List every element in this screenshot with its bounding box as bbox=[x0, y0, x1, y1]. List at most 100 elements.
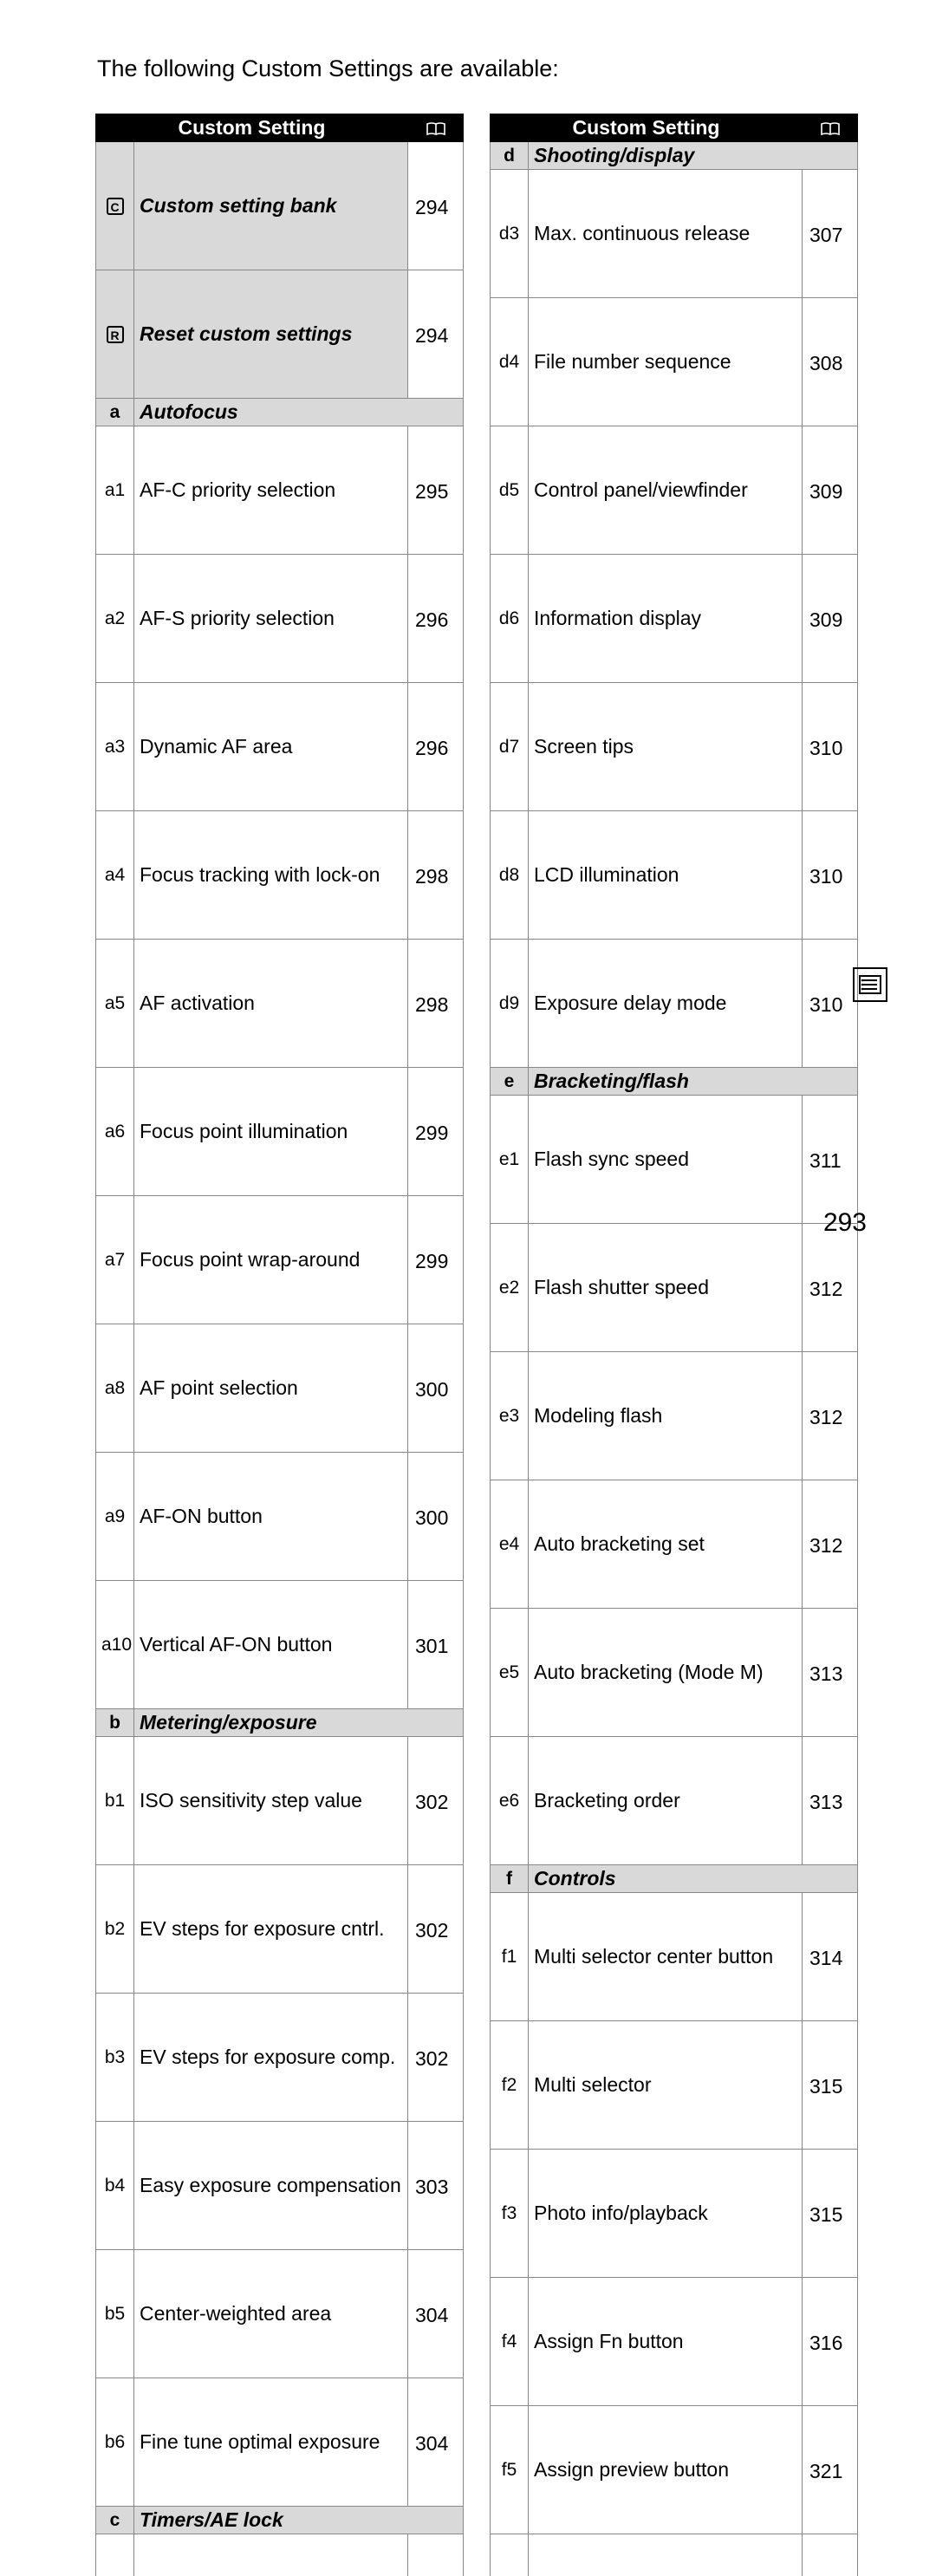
setting-code: f2 bbox=[491, 2021, 529, 2150]
setting-page: 302 bbox=[408, 1737, 464, 1865]
book-icon bbox=[426, 122, 445, 136]
col-header-page-icon bbox=[803, 114, 858, 142]
table-row: b6Fine tune optimal exposure304 bbox=[96, 2378, 464, 2507]
table-row: bMetering/exposure bbox=[96, 1709, 464, 1737]
setting-page: 309 bbox=[803, 555, 858, 683]
table-row: d6Information display309 bbox=[491, 555, 858, 683]
section-name: Autofocus bbox=[134, 399, 464, 426]
section-name: Shooting/display bbox=[529, 142, 858, 170]
setting-code: b3 bbox=[96, 1994, 134, 2122]
setting-code: a6 bbox=[96, 1068, 134, 1196]
setting-name: Modeling flash bbox=[529, 1352, 803, 1480]
setting-code: f6 bbox=[491, 2534, 529, 2576]
setting-page: 315 bbox=[803, 2150, 858, 2278]
section-code: a bbox=[96, 399, 134, 426]
setting-code: a3 bbox=[96, 683, 134, 811]
table-row: f6Assign AE-L/AF-L button321 bbox=[491, 2534, 858, 2576]
setting-name: AF activation bbox=[134, 940, 408, 1068]
c-square-icon: C bbox=[107, 198, 124, 215]
table-row: e5Auto bracketing (Mode M)313 bbox=[491, 1609, 858, 1737]
setting-name: Multi selector center button bbox=[529, 1893, 803, 2021]
table-row: a8AF point selection300 bbox=[96, 1324, 464, 1453]
setting-code: a5 bbox=[96, 940, 134, 1068]
section-name: Controls bbox=[529, 1865, 858, 1893]
setting-page: 296 bbox=[408, 555, 464, 683]
setting-page: 302 bbox=[408, 1865, 464, 1994]
setting-name: Multi selector bbox=[529, 2021, 803, 2150]
setting-name: Flash sync speed bbox=[529, 1096, 803, 1224]
setting-code: a8 bbox=[96, 1324, 134, 1453]
intro-text: The following Custom Settings are availa… bbox=[97, 55, 858, 82]
table-row: c1Shutter-release button AE-L305 bbox=[96, 2534, 464, 2576]
table-row: a10Vertical AF-ON button301 bbox=[96, 1581, 464, 1709]
setting-name: EV steps for exposure comp. bbox=[134, 1994, 408, 2122]
setting-name: Exposure delay mode bbox=[529, 940, 803, 1068]
table-row: a7Focus point wrap-around299 bbox=[96, 1196, 464, 1324]
setting-name: Information display bbox=[529, 555, 803, 683]
setting-page: 315 bbox=[803, 2021, 858, 2150]
page-number: 293 bbox=[823, 1208, 867, 1238]
table-row: d7Screen tips310 bbox=[491, 683, 858, 811]
setting-page: 304 bbox=[408, 2250, 464, 2378]
setting-name: Focus point wrap-around bbox=[134, 1196, 408, 1324]
setting-name: AF-S priority selection bbox=[134, 555, 408, 683]
setting-page: 308 bbox=[803, 298, 858, 426]
table-row: b4Easy exposure compensation303 bbox=[96, 2122, 464, 2250]
setting-code: b2 bbox=[96, 1865, 134, 1994]
col-header-custom-setting: Custom Setting bbox=[491, 114, 803, 142]
setting-code: a7 bbox=[96, 1196, 134, 1324]
table-row: a4Focus tracking with lock-on298 bbox=[96, 811, 464, 940]
table-row: aAutofocus bbox=[96, 399, 464, 426]
setting-name: Screen tips bbox=[529, 683, 803, 811]
setting-name: Assign AE-L/AF-L button bbox=[529, 2534, 803, 2576]
table-row: eBracketing/flash bbox=[491, 1068, 858, 1096]
setting-page: 312 bbox=[803, 1480, 858, 1609]
setting-code: e1 bbox=[491, 1096, 529, 1224]
setting-page: 310 bbox=[803, 811, 858, 940]
table-row: f4Assign Fn button316 bbox=[491, 2278, 858, 2406]
section-code: d bbox=[491, 142, 529, 170]
table-row: d9Exposure delay mode310 bbox=[491, 940, 858, 1068]
col-header-page-icon bbox=[408, 114, 464, 142]
table-row: e1Flash sync speed311 bbox=[491, 1096, 858, 1224]
icon-code: R bbox=[96, 270, 134, 399]
section-name: Metering/exposure bbox=[134, 1709, 464, 1737]
table-row: e3Modeling flash312 bbox=[491, 1352, 858, 1480]
setting-page: 310 bbox=[803, 683, 858, 811]
setting-code: a1 bbox=[96, 426, 134, 555]
setting-name: Assign Fn button bbox=[529, 2278, 803, 2406]
setting-page: 303 bbox=[408, 2122, 464, 2250]
setting-name: Fine tune optimal exposure bbox=[134, 2378, 408, 2507]
setting-code: d7 bbox=[491, 683, 529, 811]
table-row: d4File number sequence308 bbox=[491, 298, 858, 426]
setting-page: 313 bbox=[803, 1737, 858, 1865]
setting-code: d3 bbox=[491, 170, 529, 298]
settings-tables: Custom Setting CCustom setting bank294RR… bbox=[95, 114, 858, 2576]
setting-page: 294 bbox=[408, 270, 464, 399]
setting-page: 321 bbox=[803, 2406, 858, 2534]
setting-page: 313 bbox=[803, 1609, 858, 1737]
setting-code: f1 bbox=[491, 1893, 529, 2021]
setting-code: d5 bbox=[491, 426, 529, 555]
setting-page: 316 bbox=[803, 2278, 858, 2406]
section-name: Timers/AE lock bbox=[134, 2507, 464, 2534]
table-row: d3Max. continuous release307 bbox=[491, 170, 858, 298]
table-row: f3Photo info/playback315 bbox=[491, 2150, 858, 2278]
setting-name: Dynamic AF area bbox=[134, 683, 408, 811]
setting-name: Control panel/viewfinder bbox=[529, 426, 803, 555]
table-row: a1AF-C priority selection295 bbox=[96, 426, 464, 555]
setting-name: Reset custom settings bbox=[134, 270, 408, 399]
setting-code: f3 bbox=[491, 2150, 529, 2278]
settings-table-left: Custom Setting CCustom setting bank294RR… bbox=[95, 114, 464, 2576]
setting-name: EV steps for exposure cntrl. bbox=[134, 1865, 408, 1994]
setting-page: 299 bbox=[408, 1196, 464, 1324]
setting-page: 312 bbox=[803, 1352, 858, 1480]
setting-code: a2 bbox=[96, 555, 134, 683]
setting-page: 305 bbox=[408, 2534, 464, 2576]
table-row: fControls bbox=[491, 1865, 858, 1893]
setting-page: 307 bbox=[803, 170, 858, 298]
setting-code: c1 bbox=[96, 2534, 134, 2576]
setting-page: 299 bbox=[408, 1068, 464, 1196]
menu-list-icon bbox=[853, 967, 887, 1002]
table-row: CCustom setting bank294 bbox=[96, 142, 464, 270]
